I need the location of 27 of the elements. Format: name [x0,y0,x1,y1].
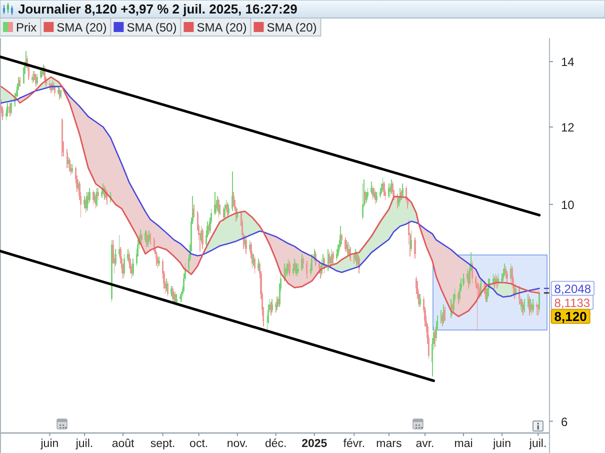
data-label: 8,2048 [554,282,592,296]
y-tick-label: 14 [561,55,575,70]
data-label: 8,1133 [554,296,590,310]
annotation: 8,120 [554,308,587,324]
x-tick-label: mai [454,438,473,450]
y-tick-label: 10 [561,198,575,212]
x-tick-label: sept. [150,438,176,450]
x-tick-label: juin [492,438,511,450]
legend-label: SMA (20) [196,20,247,34]
x-tick-label: juil. [74,438,94,450]
x-tick-label: nov. [226,438,248,450]
chart-title: Journalier 8,120 +3,97 % 2 juil. 2025, 16:27:29 [18,2,298,16]
legend-label: SMA (50) [126,20,177,34]
x-tick-label: déc. [264,438,287,450]
x-tick-label: juin [40,438,59,450]
legend-label: SMA (20) [266,20,317,34]
y-tick-label: 6 [561,414,568,429]
legend-label: Prix [16,20,37,34]
x-tick-label: août [112,438,136,450]
x-tick-label: 2025 [302,438,328,450]
x-tick-label: avr. [416,438,434,450]
x-tick-label: févr. [343,438,366,450]
x-tick-label: oct. [190,438,208,450]
x-tick-label: mars [376,438,402,450]
y-tick-label: 12 [561,120,575,135]
legend-label: SMA (20) [56,20,107,34]
x-tick-label: juil. [528,438,547,450]
